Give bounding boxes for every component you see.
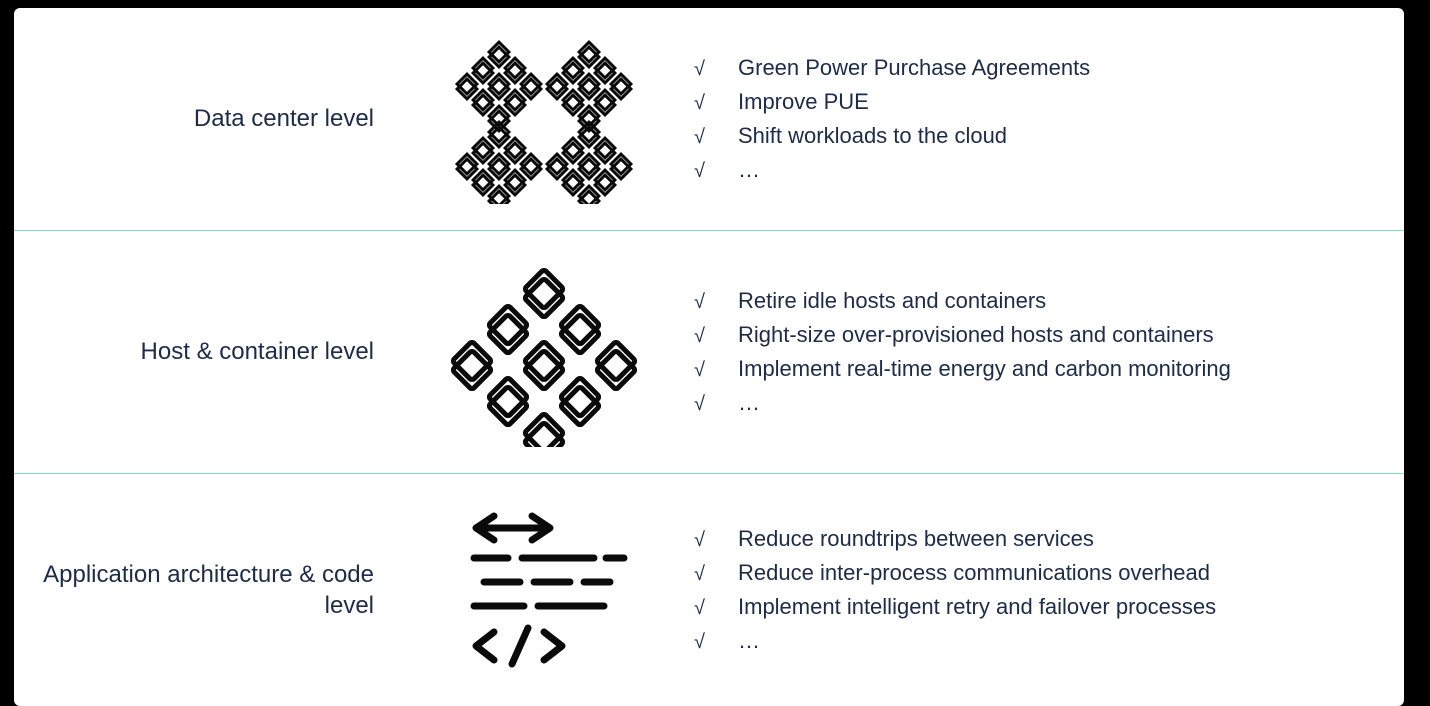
check-icon: √ <box>694 525 712 556</box>
icon-cell <box>414 500 674 680</box>
label-cell: Data center level <box>14 103 414 134</box>
item-text: Implement real-time energy and carbon mo… <box>738 352 1231 386</box>
item-text: … <box>738 624 760 658</box>
code-lines-icon <box>454 500 634 680</box>
item-text: Right-size over-provisioned hosts and co… <box>738 318 1214 352</box>
item-text: … <box>738 153 760 187</box>
list-cell: √ Green Power Purchase Agreements √ Improv… <box>674 51 1364 187</box>
row-label: Application architecture & code level <box>14 559 374 621</box>
check-list: √ Retire idle hosts and containers √ Right… <box>694 284 1364 420</box>
list-item: √ Reduce inter-process communications ove… <box>694 556 1364 590</box>
label-cell: Host & container level <box>14 336 414 367</box>
item-text: Implement intelligent retry and failover… <box>738 590 1216 624</box>
item-text: Improve PUE <box>738 85 869 119</box>
cluster-grid-icon <box>444 34 644 204</box>
row-host-container: Host & container level <box>14 230 1404 473</box>
label-cell: Application architecture & code level <box>14 559 414 621</box>
check-icon: √ <box>694 54 712 85</box>
check-icon: √ <box>694 389 712 420</box>
row-label: Data center level <box>194 103 374 134</box>
list-item: √ Reduce roundtrips between services <box>694 522 1364 556</box>
check-icon: √ <box>694 287 712 318</box>
item-text: Retire idle hosts and containers <box>738 284 1046 318</box>
check-icon: √ <box>694 559 712 590</box>
check-icon: √ <box>694 88 712 119</box>
item-text: Reduce roundtrips between services <box>738 522 1094 556</box>
check-icon: √ <box>694 355 712 386</box>
item-text: Green Power Purchase Agreements <box>738 51 1090 85</box>
row-label: Host & container level <box>141 336 374 367</box>
item-text: Reduce inter-process communications over… <box>738 556 1210 590</box>
list-cell: √ Retire idle hosts and containers √ Right… <box>674 284 1364 420</box>
check-icon: √ <box>694 627 712 658</box>
icon-cell <box>414 34 674 204</box>
check-icon: √ <box>694 122 712 153</box>
check-list: √ Green Power Purchase Agreements √ Improv… <box>694 51 1364 187</box>
cluster-large-icon <box>444 257 644 447</box>
list-item: √ Implement intelligent retry and failove… <box>694 590 1364 624</box>
row-app-architecture: Application architecture & code level <box>14 473 1404 706</box>
list-item: √ Implement real-time energy and carbon m… <box>694 352 1364 386</box>
check-list: √ Reduce roundtrips between services √ Red… <box>694 522 1364 658</box>
check-icon: √ <box>694 156 712 187</box>
item-text: … <box>738 386 760 420</box>
list-item: √ Green Power Purchase Agreements <box>694 51 1364 85</box>
list-item: √… <box>694 153 1364 187</box>
list-item: √… <box>694 386 1364 420</box>
check-icon: √ <box>694 321 712 352</box>
list-item: √ Shift workloads to the cloud <box>694 119 1364 153</box>
list-cell: √ Reduce roundtrips between services √ Red… <box>674 522 1364 658</box>
list-item: √ Retire idle hosts and containers <box>694 284 1364 318</box>
list-item: √ Right-size over-provisioned hosts and c… <box>694 318 1364 352</box>
icon-cell <box>414 257 674 447</box>
row-data-center: Data center level <box>14 8 1404 230</box>
levels-card: Data center level <box>14 8 1404 706</box>
list-item: √ Improve PUE <box>694 85 1364 119</box>
check-icon: √ <box>694 593 712 624</box>
list-item: √… <box>694 624 1364 658</box>
item-text: Shift workloads to the cloud <box>738 119 1007 153</box>
